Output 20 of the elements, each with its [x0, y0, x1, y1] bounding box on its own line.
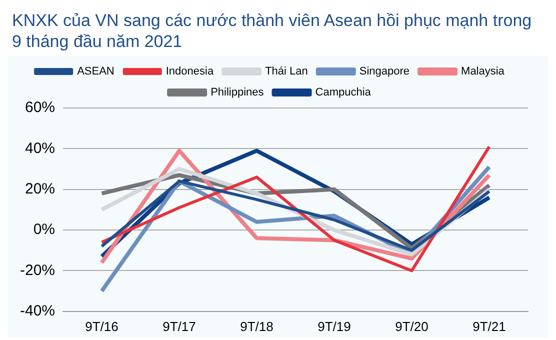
x-tick-label: 9T/17 — [162, 318, 196, 334]
legend-label: Philippines — [210, 86, 264, 99]
legend-label: ASEAN — [77, 66, 114, 78]
y-tick-label: 40% — [24, 140, 56, 157]
y-tick-label: -20% — [20, 262, 56, 279]
x-tick-label: 9T/20 — [395, 318, 428, 334]
y-tick-label: -40% — [20, 302, 56, 320]
y-tick-label: 0% — [33, 221, 56, 238]
legend-label: Singapore — [359, 66, 410, 78]
legend-label: Indonesia — [166, 66, 214, 78]
x-tick-label: 9T/19 — [318, 318, 351, 334]
chart-title: KNXK của VN sang các nước thành viên Asean hồi phục mạnh trong 9 tháng đầu năm 2021 — [8, 8, 548, 56]
x-tick-label: 9T/16 — [85, 318, 118, 334]
y-tick-label: 20% — [24, 180, 56, 198]
legend-label: Thái Lan — [265, 66, 308, 78]
y-tick-label: 60% — [24, 99, 56, 116]
legend-label: Campuchia — [315, 86, 372, 99]
x-tick-label: 9T/21 — [472, 318, 506, 334]
x-tick-label: 9T/18 — [240, 318, 274, 334]
legend-label: Malaysia — [461, 66, 506, 78]
